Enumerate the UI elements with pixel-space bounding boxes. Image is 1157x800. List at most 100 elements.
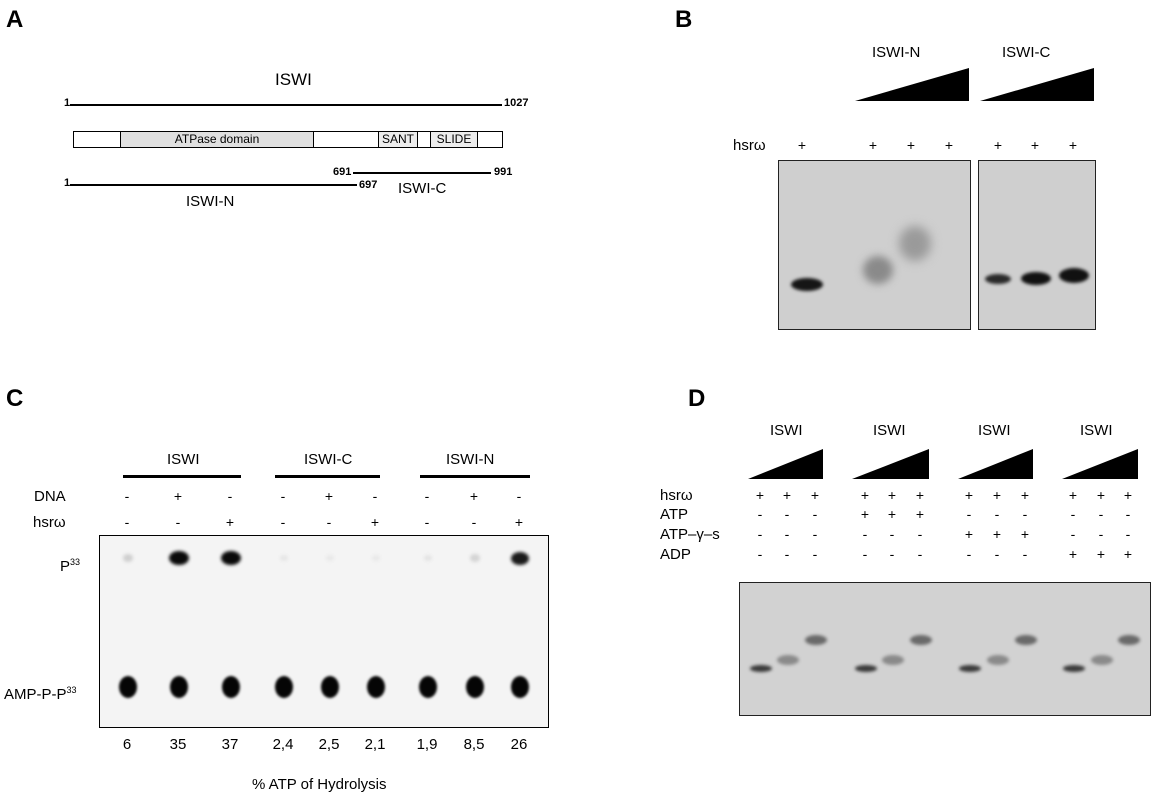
iswi-titration-wedge-2 [852,449,929,479]
hydrolysis-value: 37 [221,736,239,753]
gel-band [750,665,772,672]
lane-mark: + [797,137,807,153]
lane-mark: + [1068,546,1078,562]
lane-mark: - [784,526,790,542]
lane-mark: - [227,488,233,504]
lane-mark: + [1096,546,1106,562]
panel-a-letter: A [6,6,24,33]
iswi-c-group-bar [275,475,380,478]
hydrolysis-value: 26 [510,736,528,753]
lane-mark: - [1070,526,1076,542]
lane-mark: - [124,514,130,530]
gel-band [791,278,823,291]
hydrolysis-value: 35 [169,736,187,753]
gel-band-smear [863,256,893,284]
lane-mark: + [810,487,820,503]
lane-mark: + [964,526,974,542]
tlc-plate [99,535,549,728]
p33-spot [123,554,133,562]
lane-mark: - [1125,506,1131,522]
amp-pnp-spot [321,676,339,698]
iswi-n-group-label: ISWI-N [446,451,495,468]
lane-mark: - [757,526,763,542]
gel-band [985,274,1011,284]
lane-mark: - [812,546,818,562]
amp-pnp-spot [222,676,240,698]
lane-mark: + [887,487,897,503]
lane-mark: - [812,526,818,542]
slide-domain-box: SLIDE [430,131,478,148]
lane-mark: + [915,506,925,522]
lane-mark: + [1068,137,1078,153]
hsr-row-label: hsrω [33,514,66,531]
lane-mark: - [889,526,895,542]
lane-mark: - [757,546,763,562]
hydrolysis-value: 2,4 [272,736,294,753]
lane-mark: + [1068,487,1078,503]
p33-spot [470,554,480,562]
gel-band [1063,665,1085,672]
lane-mark: - [124,488,130,504]
hydrolysis-value: 1,9 [416,736,438,753]
n-fragment-end-label: 697 [359,179,378,191]
c-fragment-line [353,172,491,174]
gel-band-smear [899,226,931,261]
gel-band [1015,635,1037,645]
lane-mark: - [1098,526,1104,542]
lane-mark: + [1020,487,1030,503]
p33-spot [424,555,432,561]
panel-b-letter: B [675,6,693,33]
dna-row-label: DNA [34,488,66,505]
gel-band [1118,635,1140,645]
lane-mark: + [964,487,974,503]
lane-mark: - [1098,506,1104,522]
lane-mark: - [424,514,430,530]
lane-mark: + [755,487,765,503]
n-fragment-start-label: 1 [64,177,71,189]
iswi-group-2-label: ISWI [873,422,906,439]
lane-mark: - [1125,526,1131,542]
lane-mark: + [860,487,870,503]
d-row-label-atp-gamma-s: ATP–γ–s [660,526,720,543]
lane-mark: - [471,514,477,530]
lane-mark: + [915,487,925,503]
iswi-group-1-label: ISWI [770,422,803,439]
lane-mark: - [917,526,923,542]
p33-spot [326,555,334,561]
gel-band [855,665,877,672]
lane-mark: - [326,514,332,530]
p33-spot-label: P33 [60,557,81,575]
gel-band [1021,272,1051,285]
lane-mark: + [469,488,479,504]
lane-mark: + [993,137,1003,153]
lane-mark: + [992,487,1002,503]
lane-mark: - [175,514,181,530]
panel-b-gel-right [978,160,1096,330]
lane-mark: - [1022,506,1028,522]
amp-pnp-spot [119,676,137,698]
gel-band [805,635,827,645]
lane-mark: - [280,514,286,530]
lane-mark: + [992,526,1002,542]
c-fragment-start-label: 691 [333,166,352,178]
d-row-label-adp: ADP [660,546,691,563]
lane-mark: - [966,546,972,562]
sant-domain-box: SANT [378,131,418,148]
iswi-titration-wedge-1 [748,449,823,479]
c-fragment-end-label: 991 [494,166,513,178]
p33-spot [372,555,380,561]
panel-b-gel-left [778,160,971,330]
gel-band [910,635,932,645]
lane-mark: - [994,506,1000,522]
d-row-label-atp: ATP [660,506,689,523]
amp-pnp-spot [419,676,437,698]
amp-pnp-spot [170,676,188,698]
lane-mark: + [370,514,380,530]
hydrolysis-value: 6 [122,736,132,753]
lane-mark: - [966,506,972,522]
n-fragment-line [70,184,357,186]
lane-mark: + [887,506,897,522]
panel-b-row-label: hsrω [733,137,766,154]
